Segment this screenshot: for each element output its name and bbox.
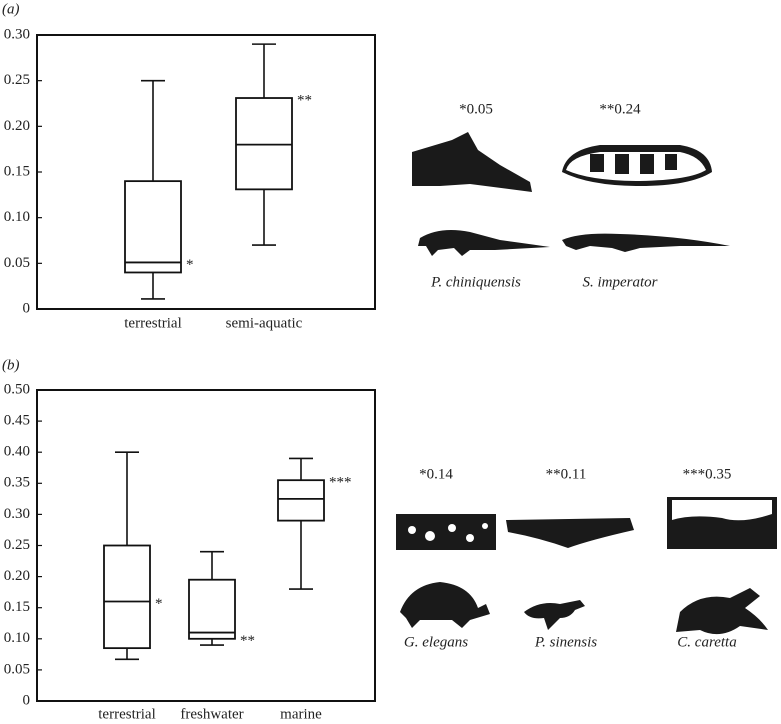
box <box>103 544 151 650</box>
y-tick-label: 0.20 <box>4 568 30 584</box>
panel-label: (b) <box>2 357 20 373</box>
plot-frame <box>36 34 376 310</box>
box <box>277 479 325 522</box>
box <box>188 578 236 640</box>
box-annotation: *** <box>329 475 352 491</box>
x-tick-label: terrestrial <box>124 315 181 331</box>
y-tick-label: 0.30 <box>4 506 30 522</box>
y-tick-label: 0 <box>23 692 31 708</box>
x-tick-label: freshwater <box>180 706 243 722</box>
y-tick-label: 0.45 <box>4 413 30 429</box>
specimen-name: P. sinensis <box>534 634 597 650</box>
box-annotation: ** <box>297 92 312 108</box>
specimen-value: ***0.35 <box>683 466 732 482</box>
y-tick-label: 0.20 <box>4 118 30 134</box>
specimen-value: *0.14 <box>419 466 453 482</box>
bone-cavity <box>672 500 772 521</box>
silhouette <box>418 230 550 256</box>
silhouette <box>524 600 585 630</box>
silhouette <box>562 233 730 252</box>
y-tick-label: 0.25 <box>4 72 30 88</box>
x-tick-label: marine <box>280 706 322 722</box>
silhouette <box>400 582 490 628</box>
y-tick-label: 0.15 <box>4 599 30 615</box>
y-tick-label: 0.50 <box>4 381 30 397</box>
specimen-value: **0.11 <box>546 466 587 482</box>
specimen-value: *0.05 <box>459 101 493 117</box>
panel-label: (a) <box>2 1 20 17</box>
specimen-value: **0.24 <box>599 101 641 117</box>
plot-frame <box>36 389 376 702</box>
box-annotation: * <box>155 596 163 612</box>
x-tick-label: semi-aquatic <box>226 315 303 331</box>
box <box>235 97 293 191</box>
bone-trabeculae <box>590 154 677 174</box>
y-tick-label: 0.05 <box>4 255 30 271</box>
y-tick-label: 0.10 <box>4 630 30 646</box>
specimen-name: P. chiniquensis <box>430 274 521 290</box>
y-tick-label: 0.30 <box>4 26 30 42</box>
y-tick-label: 0.40 <box>4 444 30 460</box>
box-annotation: * <box>186 257 194 273</box>
y-tick-label: 0 <box>23 300 31 316</box>
y-tick-label: 0.35 <box>4 475 30 491</box>
y-tick-label: 0.05 <box>4 661 30 677</box>
bone-section <box>506 518 634 548</box>
box <box>124 180 182 274</box>
x-tick-label: terrestrial <box>98 706 155 722</box>
y-tick-label: 0.15 <box>4 163 30 179</box>
box-annotation: ** <box>240 633 255 649</box>
specimen-name: C. caretta <box>677 634 736 650</box>
y-tick-label: 0.10 <box>4 209 30 225</box>
bone-section <box>412 132 532 192</box>
silhouette <box>676 588 768 635</box>
specimen-name: S. imperator <box>583 274 658 290</box>
y-tick-label: 0.25 <box>4 537 30 553</box>
specimen-name: G. elegans <box>404 634 468 650</box>
illustrations <box>396 132 777 635</box>
